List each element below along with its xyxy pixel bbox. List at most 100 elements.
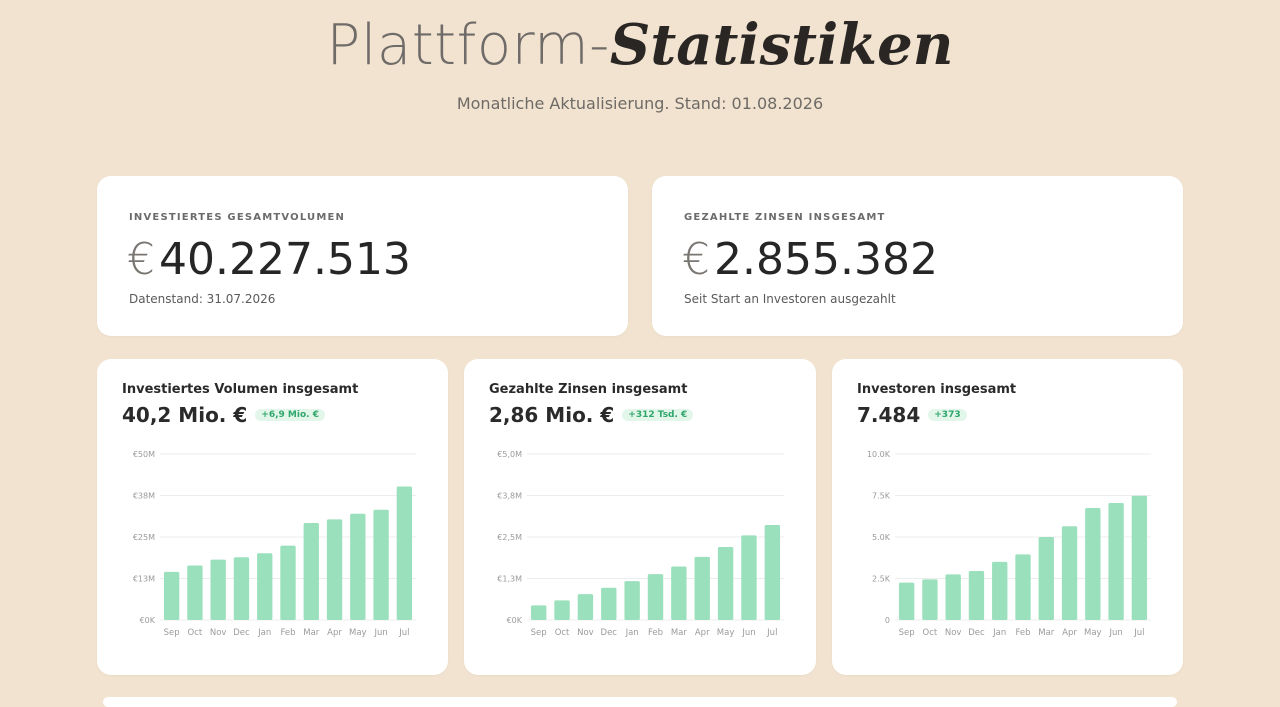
chart-headline: 7.484 +373 <box>857 403 967 427</box>
x-tick-label: Jun <box>1108 628 1122 638</box>
x-tick-label: Nov <box>210 628 227 638</box>
x-tick-label: Apr <box>1062 628 1077 638</box>
y-tick-label: 10.0K <box>867 450 891 459</box>
bar-jan[interactable] <box>257 553 273 620</box>
bar-nov[interactable] <box>945 574 961 620</box>
y-tick-label: 2.5K <box>872 575 891 584</box>
chart-title: Gezahlte Zinsen insgesamt <box>489 382 688 397</box>
bar-sep[interactable] <box>163 571 180 620</box>
chart-card-invested-volume: Investiertes Volumen insgesamt 40,2 Mio.… <box>97 359 448 675</box>
x-tick-label: Jan <box>257 628 271 638</box>
chart-headline: 40,2 Mio. € +6,9 Mio. € <box>122 403 325 427</box>
chart-title: Investiertes Volumen insgesamt <box>122 382 359 397</box>
bar-jan[interactable] <box>624 581 640 620</box>
page-subtitle: Monatliche Aktualisierung. Stand: 01.08.… <box>456 94 824 113</box>
x-tick-label: Dec <box>601 628 618 638</box>
x-tick-label: May <box>349 628 367 638</box>
page-title-part1: Plattform- <box>326 13 610 78</box>
y-tick-label: €50M <box>133 450 155 459</box>
bar-sep[interactable] <box>530 605 547 620</box>
bar-jan[interactable] <box>992 561 1008 620</box>
bar-oct[interactable] <box>922 579 938 620</box>
chart-headline-value: 2,86 Mio. € <box>489 403 615 427</box>
summary-card-amount: 40.227.513 <box>159 234 411 285</box>
bar-nov[interactable] <box>210 559 226 620</box>
x-tick-label: Jun <box>741 628 755 638</box>
x-tick-label: Jun <box>373 628 387 638</box>
bar-oct[interactable] <box>187 565 203 620</box>
x-tick-label: May <box>717 628 735 638</box>
summary-card-paid-interest: GEZAHLTE ZINSEN INSGESAMT €2.855.382 Sei… <box>652 176 1183 336</box>
summary-card-invested-volume: INVESTIERTES GESAMTVOLUMEN €40.227.513 D… <box>97 176 628 336</box>
bar-jul[interactable] <box>396 486 413 620</box>
chart-title: Investoren insgesamt <box>857 382 1017 397</box>
bar-jun[interactable] <box>741 535 757 620</box>
x-tick-label: Mar <box>671 628 688 638</box>
chart-card-investors: Investoren insgesamt 7.484 +373 0 2.5K 5.0K… <box>832 359 1183 675</box>
bar-dec[interactable] <box>233 557 250 620</box>
y-tick-label: €0K <box>507 616 523 625</box>
chart-headline-value: 40,2 Mio. € <box>122 403 248 427</box>
y-tick-label: €25M <box>133 533 155 542</box>
bar-feb[interactable] <box>647 574 664 620</box>
y-tick-label: €38M <box>133 492 155 501</box>
page-title: Plattform-Statistiken <box>0 12 1280 79</box>
y-tick-label: €0K <box>140 616 156 625</box>
bar-sep[interactable] <box>898 582 915 620</box>
x-tick-label: Oct <box>555 628 570 638</box>
y-tick-label: €13M <box>133 575 155 584</box>
x-tick-label: May <box>1084 628 1102 638</box>
x-tick-label: Apr <box>695 628 710 638</box>
bar-mar[interactable] <box>671 566 687 620</box>
bar-may[interactable] <box>717 546 734 620</box>
x-tick-label: Dec <box>968 628 985 638</box>
delta-badge: +312 Tsd. € <box>622 408 694 421</box>
bar-apr[interactable] <box>326 519 343 620</box>
x-tick-label: Sep <box>531 628 547 638</box>
bar-chart-paid-interest: €0K €1,3M €2,5M €3,8M €5,0M Sep Oct Nov Dec Jan Fe… <box>497 450 784 638</box>
summary-card-label: INVESTIERTES GESAMTVOLUMEN <box>129 212 346 223</box>
x-tick-label: Mar <box>1038 628 1055 638</box>
x-tick-label: Feb <box>1015 628 1030 638</box>
summary-card-label: GEZAHLTE ZINSEN INSGESAMT <box>684 212 886 223</box>
y-tick-label: €2,5M <box>497 533 522 542</box>
bar-mar[interactable] <box>1038 537 1054 620</box>
bar-apr[interactable] <box>1061 526 1078 620</box>
summary-card-value: €40.227.513 <box>127 234 411 286</box>
bar-jun[interactable] <box>1108 502 1124 620</box>
bar-dec[interactable] <box>968 571 985 620</box>
bar-oct[interactable] <box>554 600 570 620</box>
x-tick-label: Feb <box>280 628 295 638</box>
delta-badge: +6,9 Mio. € <box>255 408 325 421</box>
page-title-part2: Statistiken <box>609 12 954 78</box>
x-tick-label: Feb <box>648 628 663 638</box>
bar-may[interactable] <box>1085 507 1101 620</box>
bar-feb[interactable] <box>1015 554 1031 620</box>
chart-card-paid-interest: Gezahlte Zinsen insgesamt 2,86 Mio. € +31… <box>464 359 816 675</box>
bar-may[interactable] <box>350 513 366 620</box>
currency-symbol: € <box>127 234 155 285</box>
y-tick-label: 7.5K <box>872 492 891 501</box>
bar-mar[interactable] <box>303 523 319 620</box>
bar-jul[interactable] <box>1131 495 1148 620</box>
x-tick-label: Oct <box>188 628 203 638</box>
chart-headline: 2,86 Mio. € +312 Tsd. € <box>489 403 694 427</box>
bar-apr[interactable] <box>694 556 710 620</box>
bar-feb[interactable] <box>280 545 296 620</box>
y-tick-label: 0 <box>885 616 890 625</box>
x-tick-label: Jul <box>766 628 777 638</box>
summary-card-note: Seit Start an Investoren ausgezahlt <box>684 292 896 306</box>
y-tick-label: €5,0M <box>497 450 522 459</box>
x-tick-label: Oct <box>923 628 938 638</box>
x-tick-label: Sep <box>899 628 915 638</box>
x-tick-label: Dec <box>233 628 250 638</box>
bar-jun[interactable] <box>373 509 389 620</box>
summary-card-value: €2.855.382 <box>682 234 938 286</box>
x-tick-label: Nov <box>577 628 594 638</box>
next-section-card <box>103 697 1177 707</box>
bar-dec[interactable] <box>601 587 617 620</box>
bar-nov[interactable] <box>577 594 594 620</box>
chart-headline-value: 7.484 <box>857 403 921 427</box>
bar-jul[interactable] <box>764 525 781 620</box>
x-tick-label: Jan <box>625 628 639 638</box>
